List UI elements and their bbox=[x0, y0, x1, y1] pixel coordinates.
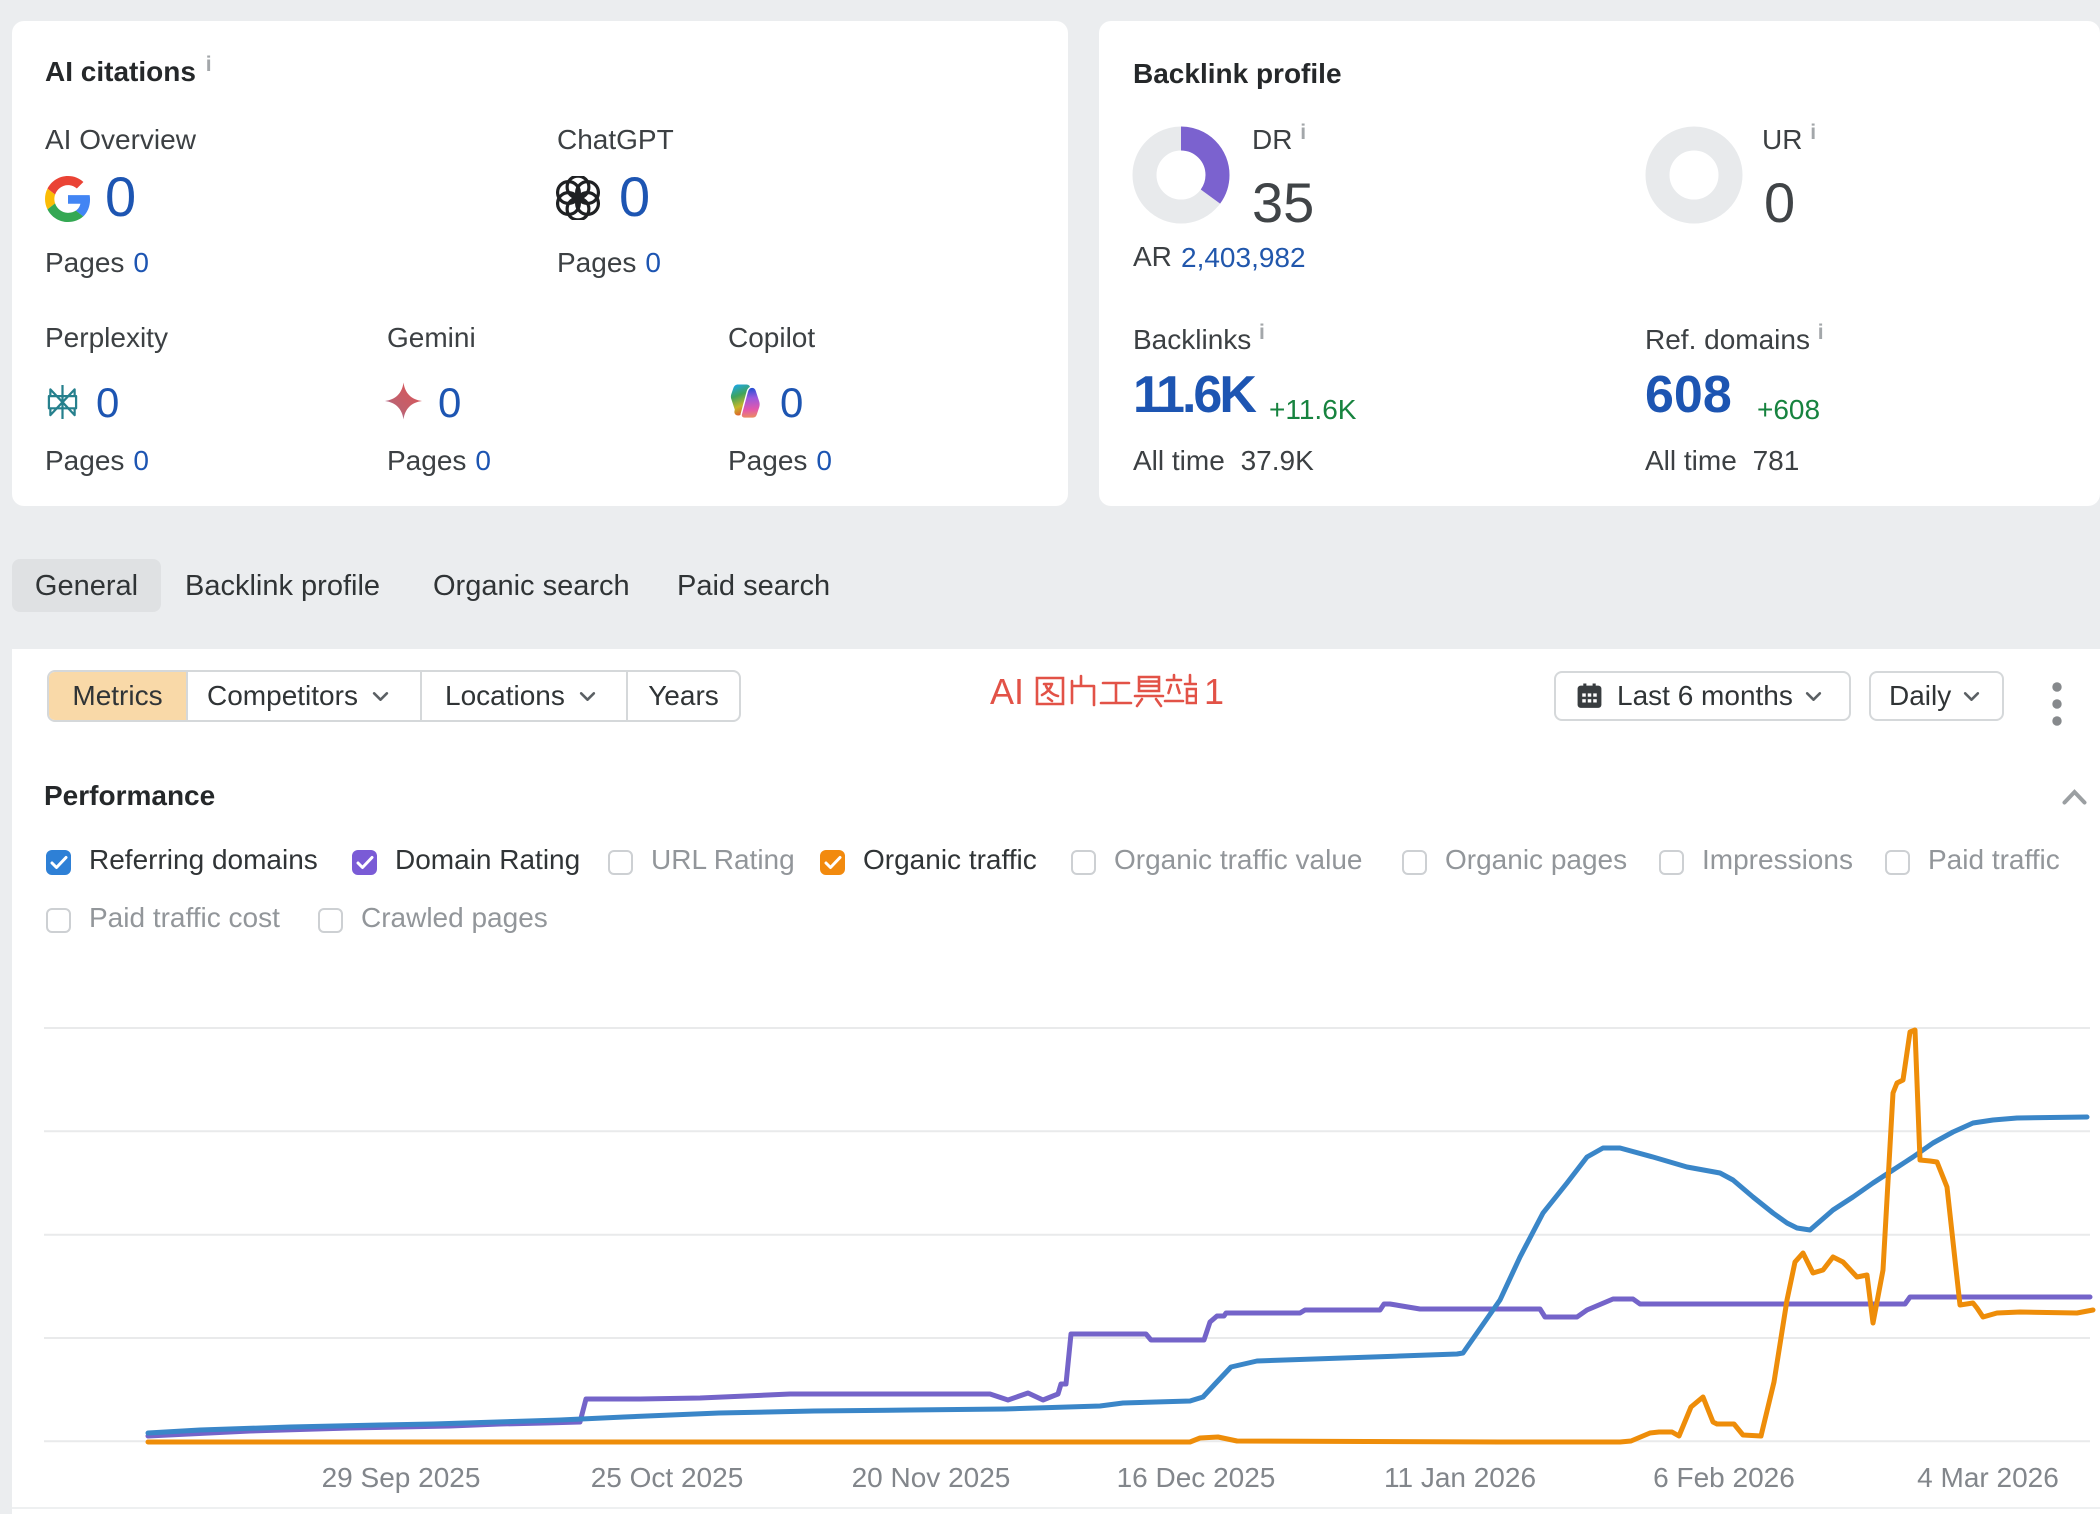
svg-text:11 Jan 2026: 11 Jan 2026 bbox=[1384, 1462, 1536, 1493]
svg-text:25 Oct 2025: 25 Oct 2025 bbox=[591, 1462, 744, 1493]
svg-text:29 Sep 2025: 29 Sep 2025 bbox=[322, 1462, 481, 1493]
svg-text:16 Dec 2025: 16 Dec 2025 bbox=[1117, 1462, 1276, 1493]
svg-text:20 Nov 2025: 20 Nov 2025 bbox=[852, 1462, 1011, 1493]
svg-text:4 Mar 2026: 4 Mar 2026 bbox=[1917, 1462, 2059, 1493]
svg-text:6 Feb 2026: 6 Feb 2026 bbox=[1653, 1462, 1795, 1493]
